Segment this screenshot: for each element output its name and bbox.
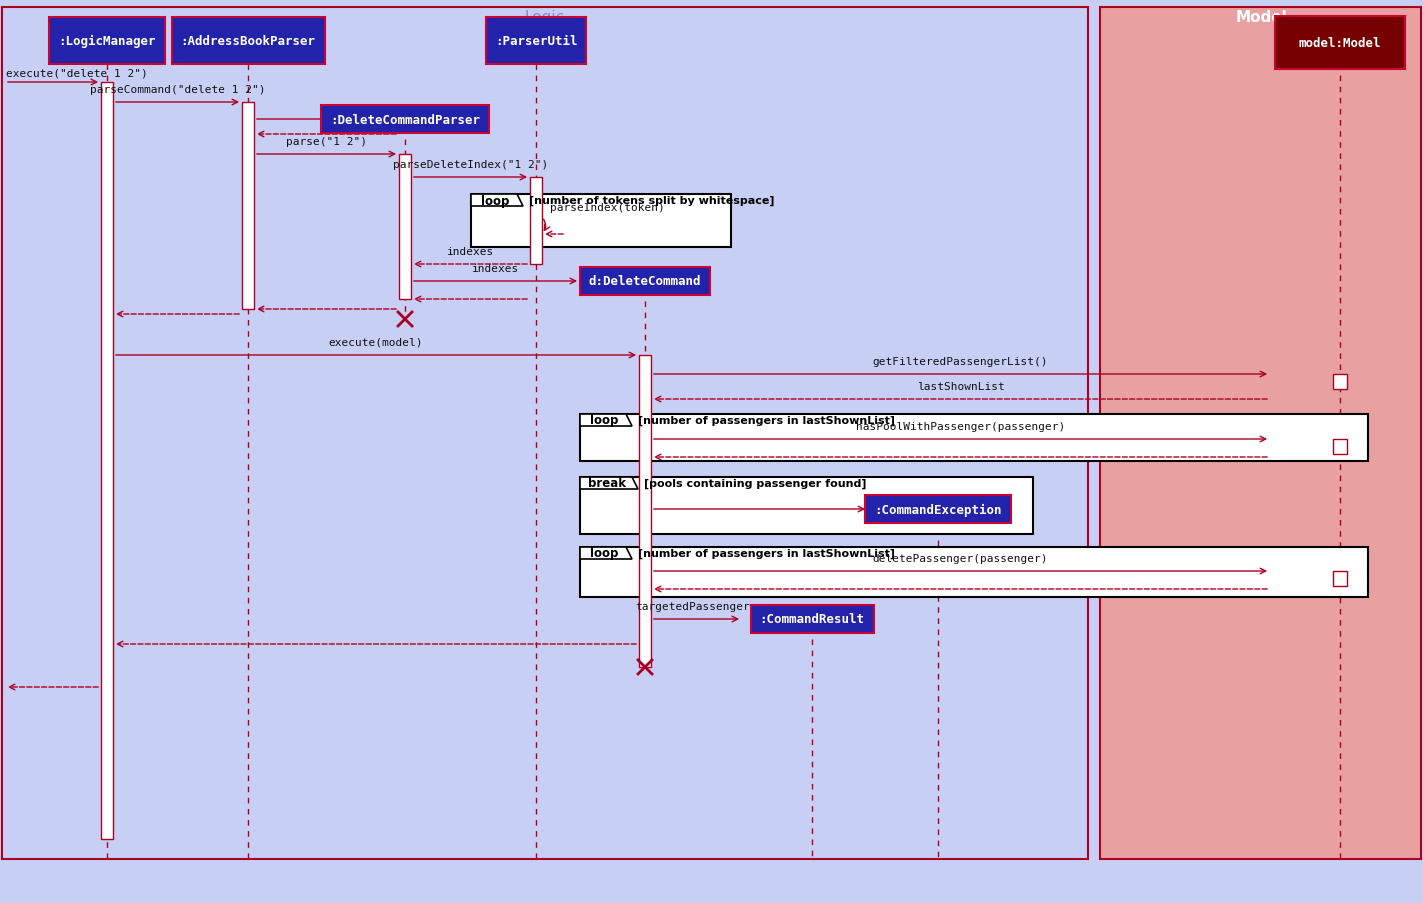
- Text: Model: Model: [1235, 10, 1288, 25]
- Text: parseDeleteIndex("1 2"): parseDeleteIndex("1 2"): [393, 160, 548, 170]
- Text: [number of passengers in lastShownList]: [number of passengers in lastShownList]: [638, 415, 895, 425]
- FancyBboxPatch shape: [1100, 8, 1422, 859]
- Polygon shape: [581, 547, 632, 559]
- Text: deletePassenger(passenger): deletePassenger(passenger): [872, 554, 1049, 563]
- Text: d:DeleteCommand: d:DeleteCommand: [589, 275, 702, 288]
- Text: [number of passengers in lastShownList]: [number of passengers in lastShownList]: [638, 548, 895, 559]
- Text: :ParserUtil: :ParserUtil: [495, 35, 578, 48]
- Text: indexes: indexes: [472, 264, 519, 274]
- FancyBboxPatch shape: [471, 195, 731, 247]
- FancyBboxPatch shape: [581, 547, 1368, 598]
- Text: execute("delete 1 2"): execute("delete 1 2"): [6, 68, 148, 78]
- FancyBboxPatch shape: [398, 154, 411, 300]
- Text: loop: loop: [589, 547, 618, 560]
- FancyBboxPatch shape: [865, 496, 1010, 524]
- FancyBboxPatch shape: [529, 178, 542, 265]
- Text: model:Model: model:Model: [1299, 37, 1382, 50]
- FancyBboxPatch shape: [639, 356, 650, 667]
- FancyBboxPatch shape: [581, 414, 1368, 461]
- Text: [pools containing passenger found]: [pools containing passenger found]: [645, 479, 867, 489]
- FancyBboxPatch shape: [1333, 440, 1348, 454]
- FancyBboxPatch shape: [322, 106, 490, 134]
- Text: loop: loop: [481, 194, 509, 208]
- Text: [number of tokens split by whitespace]: [number of tokens split by whitespace]: [529, 196, 774, 206]
- Text: :LogicManager: :LogicManager: [58, 35, 155, 48]
- FancyBboxPatch shape: [485, 18, 586, 65]
- FancyBboxPatch shape: [579, 267, 710, 295]
- Polygon shape: [581, 414, 632, 426]
- Text: lastShownList: lastShownList: [916, 382, 1005, 392]
- Text: :AddressBookParser: :AddressBookParser: [181, 35, 316, 48]
- Text: loop: loop: [589, 414, 618, 427]
- Text: :CommandException: :CommandException: [874, 503, 1002, 516]
- Text: :CommandResult: :CommandResult: [760, 613, 865, 626]
- Text: indexes: indexes: [447, 247, 494, 256]
- Polygon shape: [471, 195, 524, 207]
- FancyBboxPatch shape: [101, 83, 112, 839]
- Text: parseIndex(token): parseIndex(token): [551, 203, 665, 213]
- FancyBboxPatch shape: [581, 478, 1033, 535]
- FancyBboxPatch shape: [242, 103, 253, 310]
- FancyBboxPatch shape: [172, 18, 324, 65]
- FancyBboxPatch shape: [1, 8, 1089, 859]
- Polygon shape: [581, 478, 638, 489]
- FancyBboxPatch shape: [50, 18, 165, 65]
- Text: targetedPassengers: targetedPassengers: [636, 601, 757, 611]
- Text: parse("1 2"): parse("1 2"): [286, 137, 367, 147]
- Text: execute(model): execute(model): [329, 338, 423, 348]
- Text: getFilteredPassengerList(): getFilteredPassengerList(): [872, 357, 1049, 367]
- Text: :DeleteCommandParser: :DeleteCommandParser: [330, 114, 480, 126]
- FancyBboxPatch shape: [1333, 375, 1348, 389]
- FancyBboxPatch shape: [1333, 572, 1348, 586]
- FancyBboxPatch shape: [1275, 17, 1405, 70]
- Text: break: break: [588, 477, 626, 490]
- Text: parseCommand("delete 1 2"): parseCommand("delete 1 2"): [90, 85, 265, 95]
- Text: hasPoolWithPassenger(passenger): hasPoolWithPassenger(passenger): [855, 422, 1066, 432]
- Text: Logic: Logic: [525, 10, 565, 25]
- FancyBboxPatch shape: [750, 605, 874, 633]
